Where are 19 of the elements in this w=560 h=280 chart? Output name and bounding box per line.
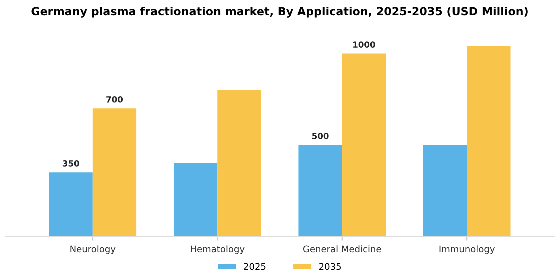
x-tick-label: Neurology [70, 246, 116, 254]
data-label: 700 [106, 96, 124, 103]
legend-label: 2025 [244, 263, 266, 270]
bar [49, 172, 93, 237]
data-label: 1000 [354, 42, 376, 48]
bar [92, 108, 137, 237]
legend-label: 2035 [319, 263, 342, 270]
bar [218, 90, 262, 237]
bar [467, 46, 511, 237]
data-label: 350 [62, 160, 80, 167]
bar [298, 145, 342, 237]
x-tick-label: Immunology [440, 246, 495, 254]
x-tick-label: General Medicine [303, 246, 382, 253]
data-label: 500 [312, 133, 329, 140]
chart-title: Germany plasma fractionation market, By Application, 2025-2035 (USD Million) [32, 7, 528, 18]
x-tick-label: Hematology [191, 246, 245, 254]
bar [174, 163, 218, 237]
bar [423, 145, 468, 237]
bar [342, 54, 386, 237]
